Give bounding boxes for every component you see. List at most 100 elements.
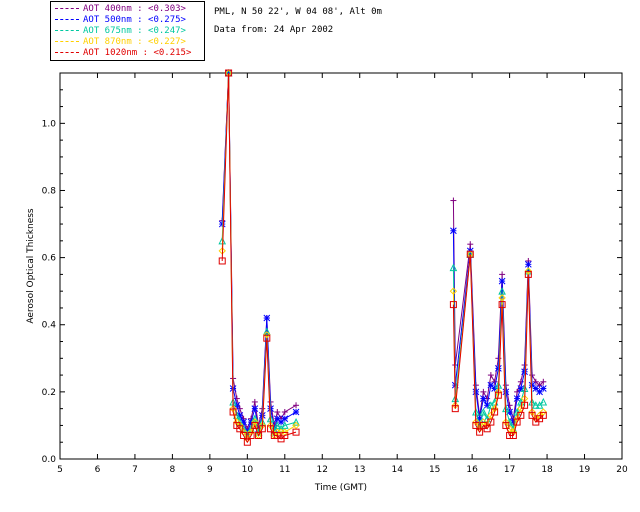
y-tick-label-0.0: 0.0 <box>42 455 57 465</box>
x-tick-label-15: 15 <box>429 465 440 475</box>
legend-swatch-400nm <box>55 8 79 9</box>
series-1-point-1-17 <box>524 260 532 268</box>
series-4-point-0-7 <box>247 432 255 440</box>
y-tick-label-0.6: 0.6 <box>42 254 57 264</box>
series-4-point-1-12 <box>506 432 514 440</box>
legend-swatch-675nm <box>55 30 79 31</box>
series-0-point-1-0 <box>450 197 457 204</box>
y-tick-label-0.8: 0.8 <box>42 186 57 196</box>
series-4-point-1-1 <box>451 405 459 413</box>
axes: 5 6 7 8 9 10 11 12 13 14 15 16 17 18 19 20 0.0 0.2 0.4 0.6 0… <box>42 73 628 475</box>
series-3-point-1-10 <box>498 294 506 302</box>
series-2-point-0-14 <box>273 421 282 429</box>
series-4-point-1-4 <box>476 428 484 436</box>
series-3-point-1-7 <box>487 411 495 420</box>
series-4-point-1-8 <box>491 408 499 416</box>
series-0-line-0 <box>221 72 297 431</box>
series-4-point-0-16 <box>281 432 289 440</box>
series-0-point-1-5 <box>480 388 487 395</box>
x-tick-label-13: 13 <box>354 465 365 475</box>
series-3-point-1-15 <box>517 404 525 413</box>
x-tick-label-12: 12 <box>317 465 328 475</box>
series-4-point-1-6 <box>483 425 491 433</box>
series-4 <box>218 69 547 446</box>
series-1-point-1-6 <box>483 401 491 409</box>
series-0-point-1-19 <box>532 378 539 385</box>
series-3-point-1-0 <box>449 287 458 295</box>
x-tick-label-20: 20 <box>616 465 628 475</box>
series-4-point-0-11 <box>263 334 271 342</box>
series-2-point-0-11 <box>263 327 271 335</box>
series-2-point-1-5 <box>479 407 488 416</box>
series-4-point-0-0 <box>218 257 226 265</box>
legend-label-1020nm: AOT 1020nm : <0.215> <box>83 48 192 58</box>
series-1-point-1-10 <box>498 277 506 285</box>
series-4-point-1-7 <box>487 418 495 426</box>
series-4-point-1-15 <box>517 411 525 419</box>
x-tick-label-10: 10 <box>242 465 254 475</box>
x-tick-label-7: 7 <box>132 465 138 475</box>
series-0-point-1-2 <box>467 241 474 248</box>
plot-frame <box>59 72 623 460</box>
series-3-point-1-17 <box>524 267 533 275</box>
series-1-point-1-9 <box>495 365 502 372</box>
x-tick-label-9: 9 <box>207 465 213 475</box>
series-4-point-1-13 <box>509 432 517 440</box>
series-4-point-1-9 <box>494 391 502 399</box>
series-0-point-1-20 <box>536 382 543 389</box>
x-tick-label-8: 8 <box>170 465 176 475</box>
legend-swatch-1020nm <box>55 52 79 53</box>
series-0-point-0-17 <box>293 402 300 409</box>
series-0-point-1-21 <box>540 378 547 385</box>
legend-item-675nm: AOT 675nm : <0.247> <box>55 26 186 37</box>
series-2-point-1-19 <box>532 401 540 409</box>
series-3-point-0-11 <box>263 331 271 339</box>
series-3-point-0-17 <box>292 421 300 430</box>
series-1-point-1-14 <box>513 395 521 402</box>
x-axis-title: Time (GMT) <box>314 483 367 493</box>
series-group <box>218 68 548 446</box>
series-4-point-0-4 <box>236 425 244 433</box>
legend-label-400nm: AOT 400nm : <0.303> <box>83 4 186 14</box>
x-tick-label-14: 14 <box>391 465 403 475</box>
x-tick-label-18: 18 <box>541 465 553 475</box>
series-1-point-0-17 <box>292 408 300 416</box>
series-4-point-0-6 <box>243 438 251 446</box>
series-1-point-1-21 <box>539 385 547 392</box>
legend-item-400nm: AOT 400nm : <0.303> <box>55 4 186 15</box>
series-4-point-1-17 <box>524 270 532 278</box>
series-2-line-0 <box>221 72 297 437</box>
legend-label-675nm: AOT 675nm : <0.247> <box>83 26 186 36</box>
series-0-point-1-15 <box>517 378 524 385</box>
series-0-point-0-14 <box>274 409 281 416</box>
legend: AOT 400nm : <0.303> AOT 500nm : <0.275> … <box>50 1 205 61</box>
series-1-point-1-0 <box>450 227 457 235</box>
series-4-point-1-2 <box>466 250 474 258</box>
series-1-point-0-11 <box>263 314 271 322</box>
series-2-point-0-17 <box>292 417 300 426</box>
legend-item-500nm: AOT 500nm : <0.275> <box>55 15 186 26</box>
series-4-point-0-12 <box>267 425 275 433</box>
series-4-point-0-1 <box>225 69 233 77</box>
series-1-point-0-16 <box>281 415 289 423</box>
y-axis-title: Aerosol Optical Thickness <box>26 208 36 324</box>
x-tick-label-17: 17 <box>504 465 515 475</box>
series-4-point-0-5 <box>240 432 248 440</box>
series-1-point-0-0 <box>218 220 226 228</box>
series-1-point-1-5 <box>480 395 487 402</box>
x-tick-label-19: 19 <box>579 465 591 475</box>
series-4-point-1-3 <box>472 421 480 429</box>
series-4-point-1-21 <box>539 411 547 419</box>
series-0-point-0-8 <box>251 398 258 405</box>
series-4-point-0-10 <box>258 425 266 433</box>
legend-item-1020nm: AOT 1020nm : <0.215> <box>55 48 191 59</box>
x-tick-label-5: 5 <box>57 465 63 475</box>
legend-item-870nm: AOT 870nm : <0.227> <box>55 37 186 48</box>
x-tick-label-6: 6 <box>95 465 101 475</box>
station-location: PML, N 50 22', W 04 08', Alt 0m <box>214 7 382 17</box>
y-tick-label-1.0: 1.0 <box>42 119 57 129</box>
series-0-point-1-8 <box>491 378 498 385</box>
series-4-point-1-10 <box>498 301 506 309</box>
series-4-point-1-16 <box>521 401 529 409</box>
series-4-point-0-2 <box>229 408 237 416</box>
